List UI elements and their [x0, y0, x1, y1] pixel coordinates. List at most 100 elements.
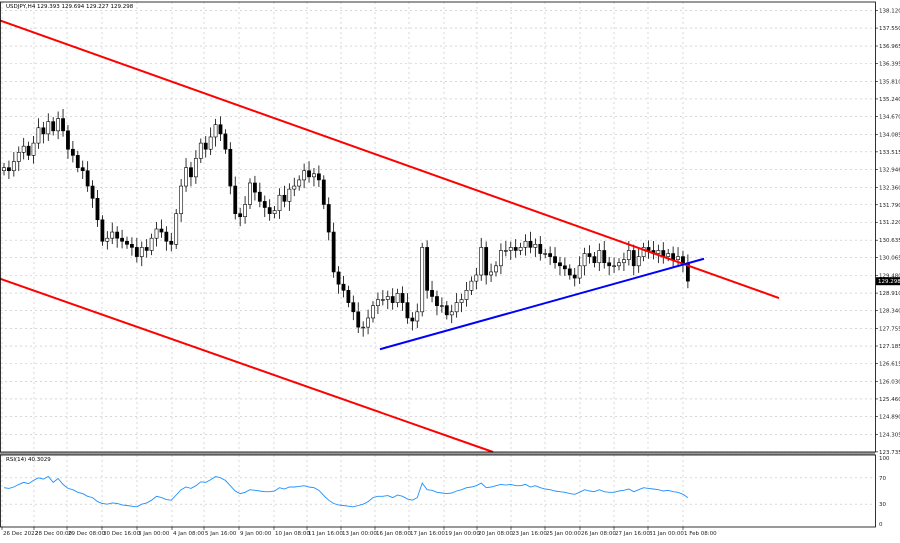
- candle: [661, 242, 666, 264]
- candle: [228, 142, 233, 195]
- candle: [120, 229, 124, 249]
- candle: [351, 295, 356, 321]
- candle: [267, 199, 272, 221]
- time-tick-label: 9 Jan 00:00: [240, 531, 272, 537]
- current-price-label: 129.298: [878, 279, 900, 285]
- current-price-tag: [876, 277, 900, 286]
- candle: [277, 188, 282, 219]
- candle: [567, 264, 572, 280]
- price-tick-label: 128.910: [879, 291, 900, 297]
- candle: [622, 252, 626, 272]
- candle: [189, 161, 193, 187]
- candle: [415, 303, 420, 329]
- candle: [499, 243, 503, 275]
- candle: [164, 226, 169, 251]
- rsi-tick-label: 100: [879, 456, 890, 462]
- candle: [203, 136, 208, 158]
- candle: [602, 240, 607, 269]
- price-tick-label: 131.790: [879, 203, 900, 209]
- candle: [508, 241, 513, 260]
- candle: [248, 178, 252, 210]
- rsi-header: RSI(14) 40.3029: [6, 457, 51, 463]
- price-tick-label: 136.395: [879, 62, 900, 68]
- candle: [685, 254, 690, 289]
- candle: [105, 231, 110, 250]
- candle: [494, 261, 498, 277]
- candle: [341, 275, 346, 298]
- candle: [548, 246, 553, 265]
- candle-series: [2, 109, 690, 337]
- time-tick-label: 26 Jan 08:00: [581, 531, 616, 537]
- candle: [174, 209, 179, 249]
- candle: [553, 247, 557, 269]
- time-tick-label: 25 Jan 00:00: [546, 531, 581, 537]
- price-tick-label: 138.120: [879, 9, 900, 15]
- candle: [503, 240, 508, 257]
- price-tick-label: 136.965: [879, 44, 900, 50]
- main-grid: [0, 2, 875, 453]
- price-tick-label: 135.240: [879, 97, 900, 103]
- candle: [366, 309, 370, 335]
- candle: [331, 222, 336, 278]
- time-tick-label: 30 Dec 16:00: [103, 531, 140, 537]
- candle: [110, 222, 115, 245]
- rsi-tick-label: 30: [879, 502, 886, 508]
- candle: [257, 182, 262, 208]
- candle: [361, 321, 366, 337]
- price-tick-label: 124.305: [879, 432, 900, 438]
- candle: [179, 178, 184, 222]
- panel-separator: [0, 452, 875, 455]
- candle: [21, 137, 26, 160]
- candle: [376, 292, 380, 314]
- candle: [523, 234, 528, 256]
- candle: [139, 241, 144, 267]
- candle: [326, 197, 331, 241]
- candle: [479, 237, 484, 281]
- main-panel-frame: [0, 1, 876, 453]
- price-tick-label: 132.946: [879, 167, 900, 173]
- candle: [272, 205, 277, 219]
- candle: [193, 150, 198, 184]
- candle: [454, 293, 459, 318]
- candle: [646, 240, 651, 259]
- time-tick-label: 4 Jan 08:00: [173, 531, 205, 537]
- candle: [656, 244, 661, 264]
- candle: [425, 240, 430, 299]
- candle: [449, 304, 454, 324]
- candle: [346, 285, 351, 308]
- candle: [26, 141, 31, 160]
- candle: [484, 241, 489, 285]
- price-tick-label: 126.615: [879, 362, 900, 368]
- time-tick-label: 1 Feb 08:00: [684, 531, 717, 537]
- candle: [243, 196, 247, 224]
- candle: [297, 175, 302, 191]
- price-tick-label: 128.340: [879, 309, 900, 315]
- rsi-grid: [0, 455, 875, 527]
- candle: [159, 219, 164, 238]
- candle: [528, 231, 533, 254]
- candle: [371, 301, 375, 323]
- candle: [636, 248, 641, 273]
- candle: [134, 237, 139, 263]
- time-tick-label: 29 Dec 08:00: [68, 531, 105, 537]
- candle: [100, 215, 105, 246]
- rsi-panel-frame: [0, 454, 876, 528]
- candle: [233, 176, 238, 220]
- price-tick-label: 127.755: [879, 327, 900, 333]
- candle: [631, 244, 636, 276]
- candle: [198, 138, 203, 164]
- price-tick-label: 125.460: [879, 397, 900, 403]
- price-tick-label: 124.890: [879, 414, 900, 420]
- candle: [282, 185, 287, 208]
- candle: [75, 150, 80, 173]
- candle: [400, 286, 405, 311]
- candle: [459, 293, 464, 313]
- channel-upper-line: [0, 19, 780, 299]
- candle: [41, 121, 46, 144]
- candle: [395, 288, 400, 308]
- candle: [218, 116, 223, 141]
- candle: [562, 257, 567, 276]
- price-tick-label: 132.360: [879, 185, 900, 191]
